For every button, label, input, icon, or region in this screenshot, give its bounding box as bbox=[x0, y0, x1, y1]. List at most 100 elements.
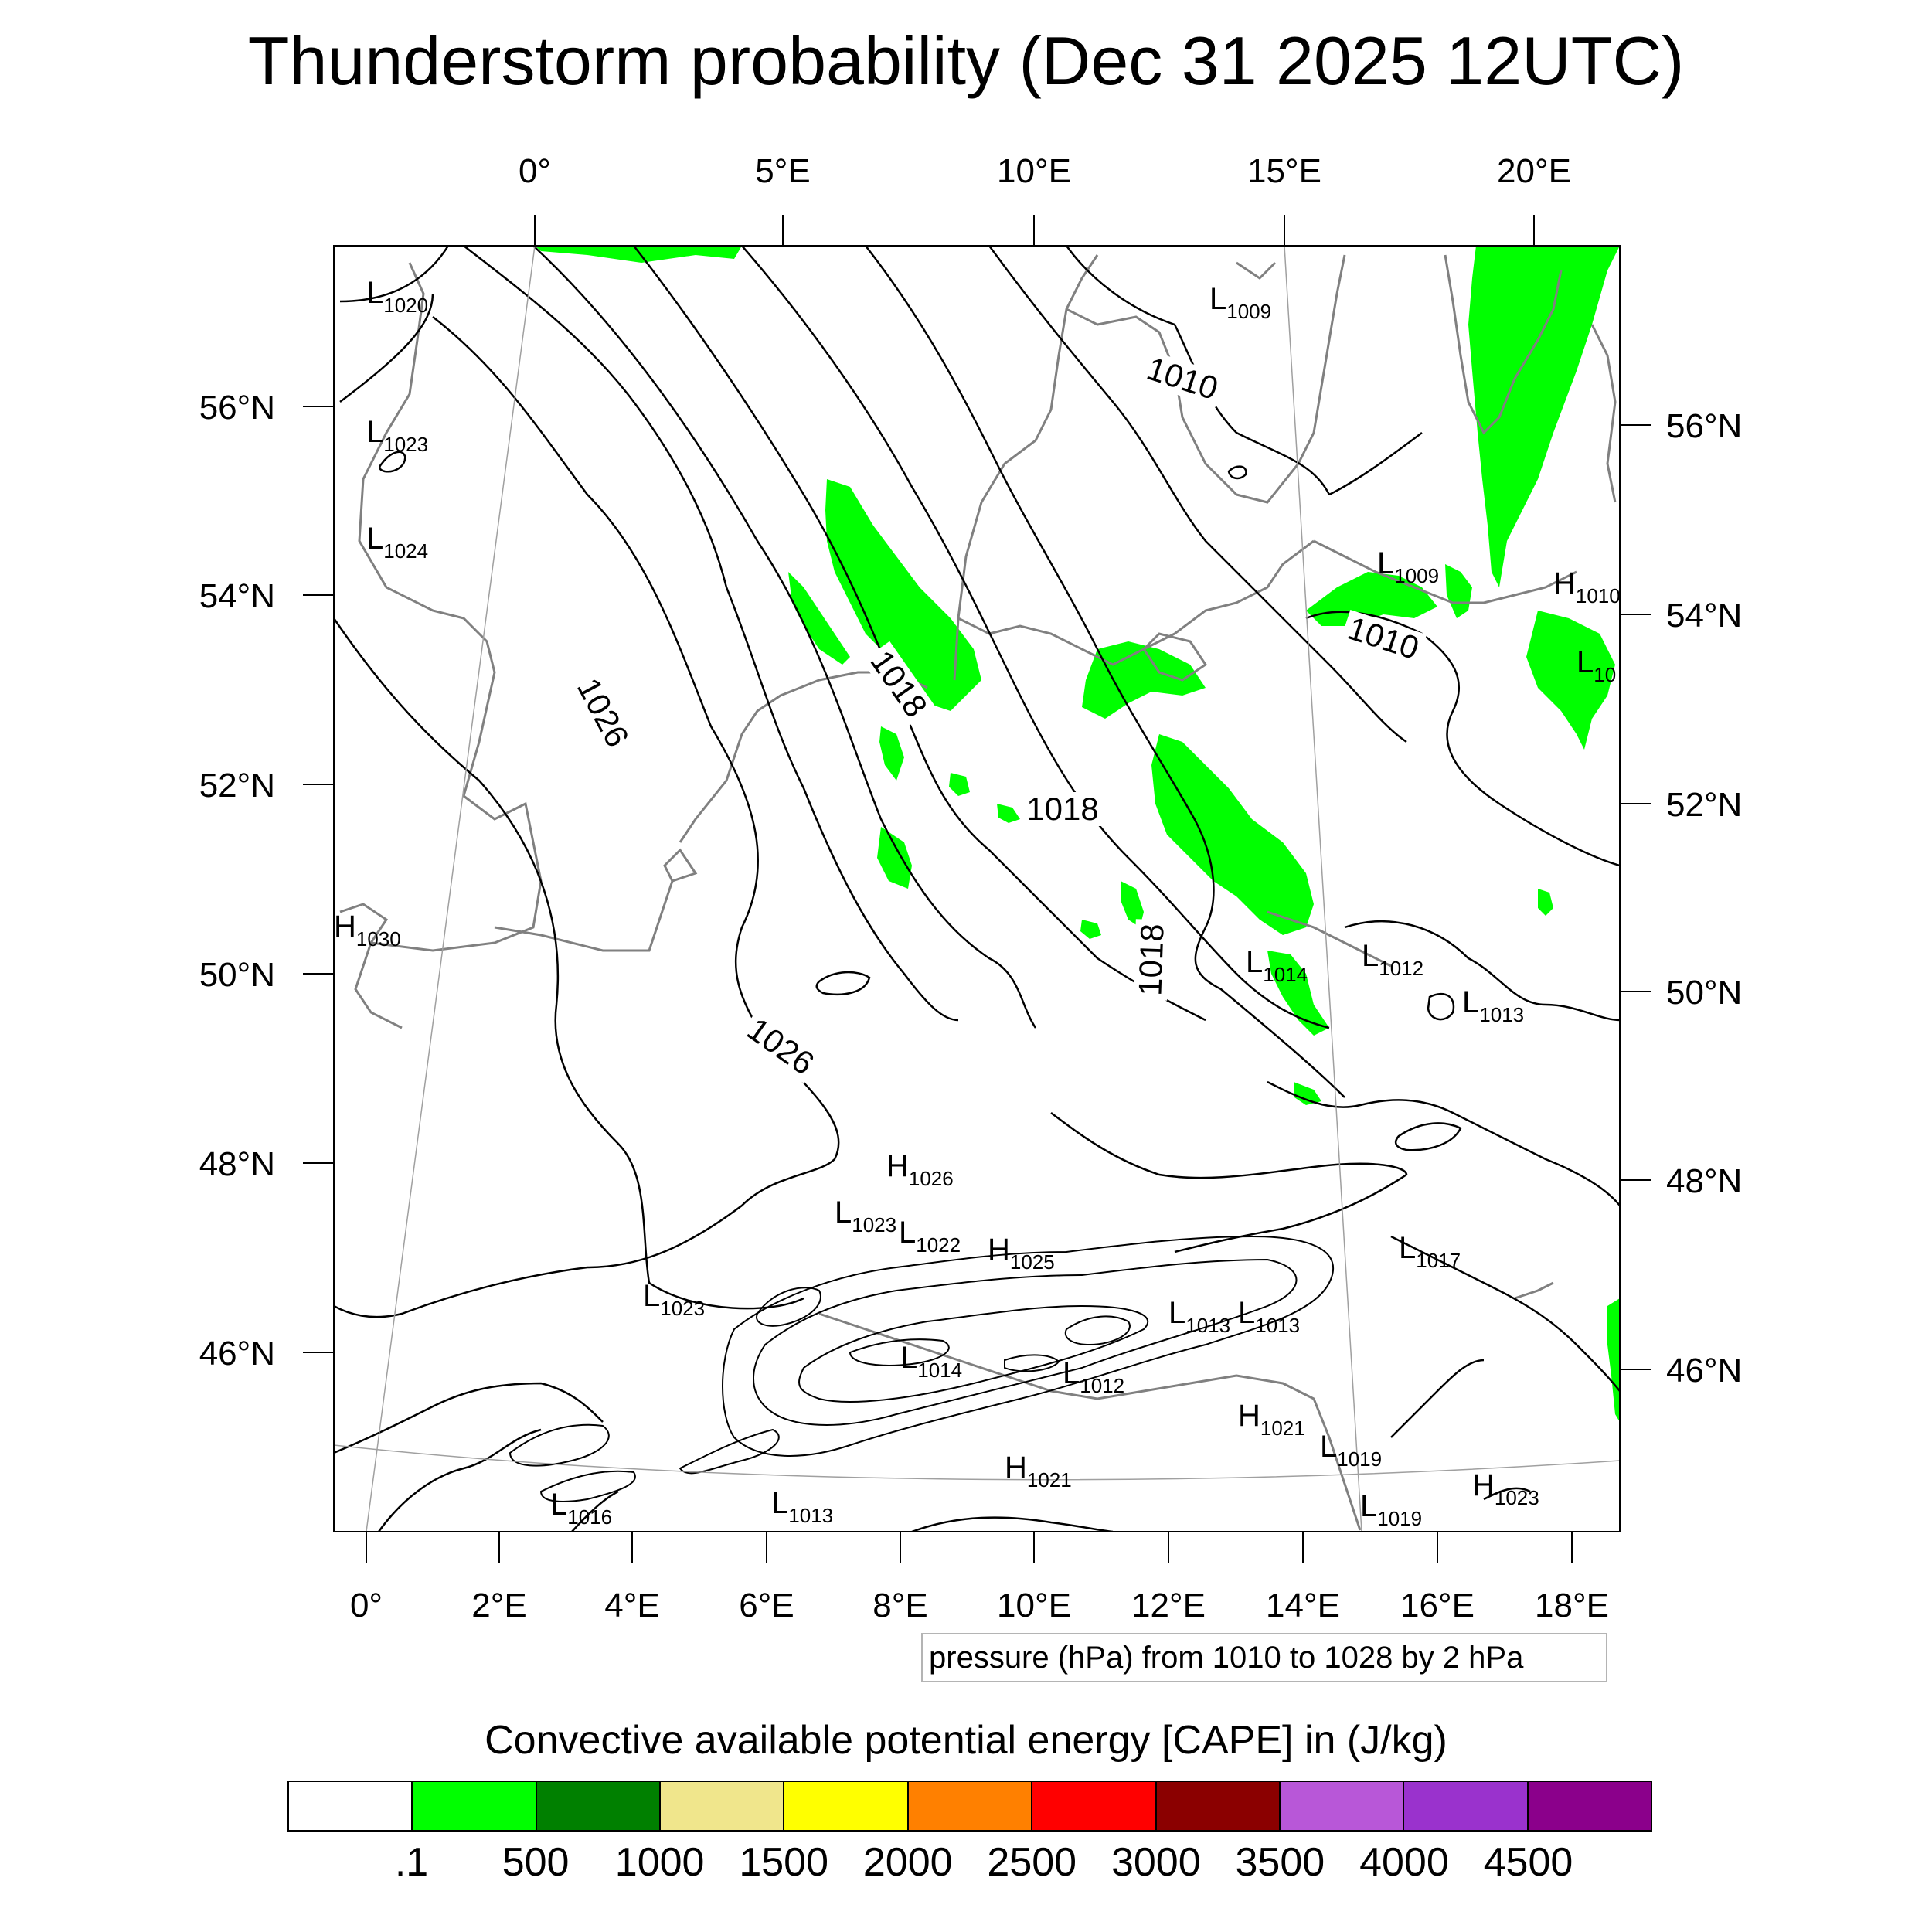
bottom-lon-label: 2°E bbox=[471, 1587, 526, 1624]
high-pressure-center: H1021 bbox=[1005, 1451, 1072, 1492]
cape-area bbox=[1121, 881, 1144, 927]
low-pressure-center: L1012 bbox=[1063, 1356, 1124, 1397]
colorbar-swatch bbox=[289, 1782, 413, 1830]
low-pressure-center: L1017 bbox=[1399, 1231, 1461, 1272]
cape-area bbox=[1526, 611, 1615, 750]
low-pressure-center: L1023 bbox=[643, 1279, 705, 1320]
high-pressure-center: H1030 bbox=[334, 910, 401, 951]
high-pressure-center: H1010 bbox=[1553, 566, 1621, 607]
low-pressure-center: L1023 bbox=[366, 415, 428, 456]
colorbar-tick-label: 1500 bbox=[739, 1840, 829, 1885]
low-pressure-center: L1023 bbox=[835, 1196, 896, 1236]
right-lat-label: 56°N bbox=[1666, 407, 1742, 445]
isobar-label-bg bbox=[1339, 610, 1427, 667]
left-lat-label: 52°N bbox=[199, 767, 275, 804]
chart-title: Thunderstorm probability (Dec 31 2025 12… bbox=[247, 22, 1685, 99]
cape-area bbox=[788, 572, 850, 665]
right-lat-label: 52°N bbox=[1666, 786, 1742, 824]
cape-area bbox=[535, 246, 742, 263]
cape-area bbox=[1151, 734, 1314, 935]
colorbar-tick-label: 500 bbox=[502, 1840, 570, 1885]
colorbar-tick-label: .1 bbox=[394, 1840, 429, 1885]
bottom-lon-label: 8°E bbox=[872, 1587, 927, 1624]
bottom-lon-label: 10°E bbox=[997, 1587, 1071, 1624]
isobars bbox=[334, 246, 1620, 1532]
bottom-lon-label: 18°E bbox=[1535, 1587, 1609, 1624]
left-lat-label: 50°N bbox=[199, 956, 275, 994]
top-lon-label: 20°E bbox=[1497, 152, 1571, 190]
top-lon-label: 10°E bbox=[997, 152, 1071, 190]
contour-info-box: pressure (hPa) from 1010 to 1028 by 2 hP… bbox=[921, 1633, 1607, 1682]
right-lat-label: 46°N bbox=[1666, 1352, 1742, 1389]
coastlines bbox=[339, 254, 1617, 1531]
low-pressure-center: L1009 bbox=[1209, 282, 1271, 323]
colorbar-tick-label: 4000 bbox=[1359, 1840, 1449, 1885]
colorbar-swatch bbox=[1528, 1782, 1651, 1830]
isobar-label: 1010 bbox=[1142, 350, 1222, 407]
high-pressure-center: H1023 bbox=[1472, 1468, 1539, 1509]
left-lat-label: 56°N bbox=[199, 389, 275, 427]
bottom-lon-label: 4°E bbox=[604, 1587, 659, 1624]
colorbar-swatch bbox=[908, 1782, 1033, 1830]
bottom-lon-label: 6°E bbox=[739, 1587, 794, 1624]
cape-area bbox=[1267, 951, 1329, 1036]
colorbar-swatch bbox=[1156, 1782, 1281, 1830]
cape-patches bbox=[535, 246, 1620, 1422]
isobar-label-bg bbox=[1133, 919, 1170, 1001]
bottom-lon-label: 14°E bbox=[1266, 1587, 1340, 1624]
bottom-lon-label: 0° bbox=[350, 1587, 383, 1624]
low-pressure-center: L1013 bbox=[1462, 985, 1524, 1026]
cape-area bbox=[879, 726, 904, 781]
map-area bbox=[334, 246, 1620, 1532]
colorbar-swatch bbox=[1032, 1782, 1157, 1830]
right-lat-label: 48°N bbox=[1666, 1162, 1742, 1200]
isobar-label-bg bbox=[1138, 350, 1226, 407]
colorbar-swatch bbox=[1280, 1782, 1405, 1830]
pressure-center-labels: L1020 L1023 L1024 H1030 L1009 L1009 H1010 L10 L1… bbox=[334, 276, 1621, 1530]
low-pressure-center: L1020 bbox=[366, 276, 428, 317]
cape-area bbox=[1445, 564, 1472, 618]
top-lon-label: 5°E bbox=[755, 152, 810, 190]
small-isobar-loops bbox=[379, 451, 1462, 1151]
isobar-label-bg bbox=[737, 1009, 824, 1083]
bottom-lon-label: 12°E bbox=[1131, 1587, 1206, 1624]
low-pressure-center: L1009 bbox=[1377, 546, 1439, 587]
cape-area bbox=[877, 827, 912, 889]
low-pressure-center: L1012 bbox=[1362, 939, 1423, 980]
isobar-label: 1026 bbox=[570, 672, 636, 753]
high-pressure-center: H1021 bbox=[1238, 1399, 1305, 1440]
colorbar-tick-label: 3000 bbox=[1111, 1840, 1201, 1885]
low-pressure-center: L1016 bbox=[550, 1488, 612, 1529]
colorbar-tick-label: 1000 bbox=[614, 1840, 705, 1885]
low-pressure-center: L1024 bbox=[366, 522, 428, 563]
high-pressure-center: H1025 bbox=[988, 1233, 1055, 1274]
left-lat-label: 46°N bbox=[199, 1335, 275, 1372]
axis-labels: 0° 5°E 10°E 15°E 20°E 0° 2°E 4°E 6°E 8°E 10°E 12°E 1… bbox=[199, 152, 1743, 1624]
low-pressure-center: L1013 bbox=[1168, 1296, 1230, 1337]
isobar-label-bg bbox=[862, 641, 936, 727]
high-pressure-center: H1026 bbox=[886, 1149, 954, 1190]
cape-area bbox=[1607, 1298, 1620, 1422]
left-lat-label: 54°N bbox=[199, 577, 275, 615]
cape-area bbox=[1294, 1082, 1321, 1105]
cape-area bbox=[949, 773, 970, 796]
cape-area bbox=[1538, 889, 1553, 916]
colorbar-tick-label: 2000 bbox=[862, 1840, 953, 1885]
colorbar-swatch bbox=[661, 1782, 785, 1830]
plot-frame bbox=[333, 245, 1621, 1532]
low-pressure-center: L1013 bbox=[1238, 1296, 1300, 1337]
colorbar-tick-label: 3500 bbox=[1235, 1840, 1325, 1885]
low-pressure-center: L1019 bbox=[1320, 1430, 1382, 1471]
isobar-label: 1018 bbox=[1026, 791, 1098, 827]
graticule bbox=[334, 246, 1620, 1532]
low-pressure-center: L1022 bbox=[899, 1216, 961, 1257]
alpine-contours bbox=[509, 1235, 1334, 1502]
right-lat-label: 50°N bbox=[1666, 974, 1742, 1012]
left-lat-label: 48°N bbox=[199, 1145, 275, 1183]
right-lat-label: 54°N bbox=[1666, 597, 1742, 634]
colorbar-tick-label: 4500 bbox=[1483, 1840, 1573, 1885]
low-pressure-center: L1014 bbox=[1246, 945, 1308, 986]
colorbar-tick-label: 2500 bbox=[987, 1840, 1077, 1885]
isobar-label-bg bbox=[1022, 792, 1103, 826]
